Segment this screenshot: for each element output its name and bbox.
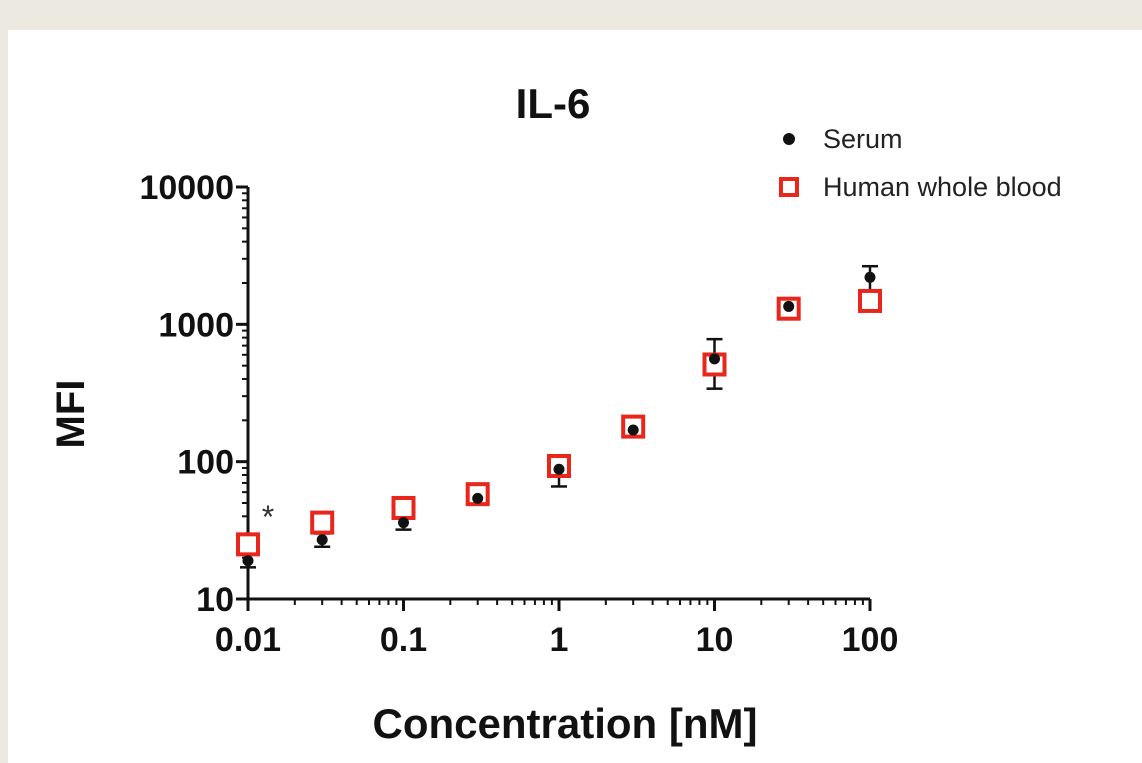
x-axis: 0.01 0.1 1 10 100 [215, 597, 899, 659]
serum-point [864, 271, 876, 283]
x-tick-label: 0.1 [380, 621, 427, 659]
x-tick-label: 1 [550, 621, 569, 659]
x-axis-label: Concentration [nM] [373, 700, 758, 747]
chart-title: IL-6 [516, 80, 591, 127]
chart: IL-6 MFI Concentration [nM] 101001000100… [49, 80, 1062, 747]
x-tick-label: 0.01 [215, 621, 281, 659]
y-tick-label: 1000 [158, 306, 234, 344]
blood-point [310, 510, 335, 535]
y-tick-label: 10000 [139, 169, 234, 207]
legend-marker-serum [783, 133, 795, 145]
y-tick-label: 10 [196, 581, 234, 619]
y-axis: 10 100 1000 10000 [139, 169, 250, 619]
serum-point [316, 534, 328, 546]
legend-label: Serum [823, 124, 903, 154]
blood-point [858, 288, 882, 313]
blood-point [236, 532, 260, 557]
significance-annotation: * [262, 499, 274, 535]
y-axis-label: MFI [49, 380, 93, 449]
legend-label: Human whole blood [823, 172, 1062, 202]
x-tick-label: 100 [842, 621, 899, 659]
serum-point [553, 463, 565, 475]
serum-point [783, 300, 795, 312]
legend: Serum Human whole blood [779, 124, 1062, 202]
blood-point [391, 495, 416, 520]
y-tick-label: 100 [177, 444, 234, 482]
x-tick-label: 10 [696, 621, 734, 659]
serum-point [627, 424, 639, 436]
chart-panel: IL-6 MFI Concentration [nM] 10 100 1000 100… [8, 30, 1142, 763]
serum-point [398, 517, 409, 529]
serum-point [709, 353, 720, 365]
serum-point [472, 492, 484, 504]
legend-marker-blood [779, 177, 799, 197]
data-points [236, 271, 882, 567]
serum-point [242, 555, 254, 567]
